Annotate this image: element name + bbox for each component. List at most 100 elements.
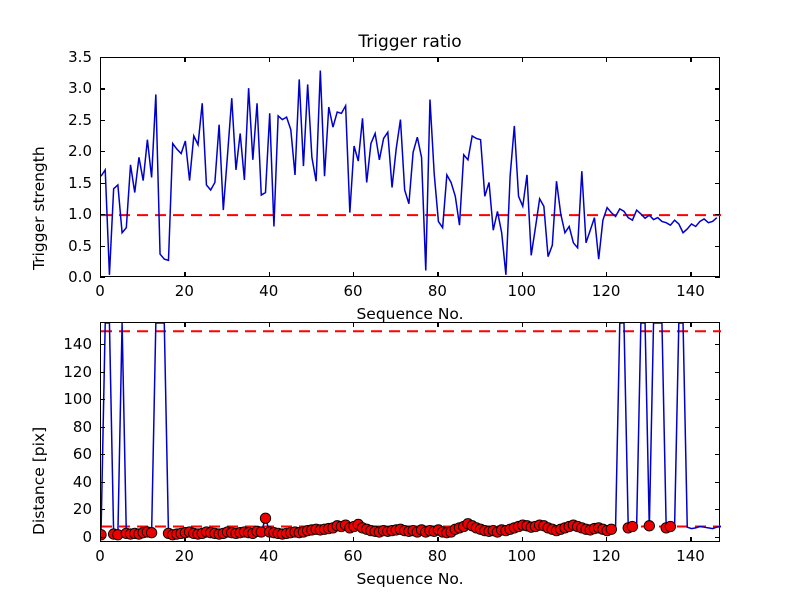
- y-tick-mark: [100, 88, 105, 90]
- y-tick-label: 3.0: [68, 79, 92, 98]
- y-tick-label: 2.0: [68, 142, 92, 161]
- y-tick-label: 60: [72, 445, 92, 463]
- y-tick-mark: [100, 344, 105, 346]
- y-tick-label: 3.5: [68, 48, 92, 66]
- x-tick-mark: [606, 537, 608, 542]
- y-tick-mark: [100, 481, 105, 483]
- y-tick-mark-right: [715, 88, 720, 90]
- y-tick-mark-right: [715, 214, 720, 216]
- x-tick-label: 40: [259, 547, 279, 565]
- y-tick-mark: [100, 182, 105, 184]
- x-tick-mark: [353, 272, 355, 277]
- x-tick-mark-top: [437, 322, 439, 327]
- x-tick-mark: [437, 537, 439, 542]
- y-tick-mark: [100, 277, 105, 279]
- x-tick-mark: [437, 272, 439, 277]
- x-tick-label: 20: [174, 282, 194, 300]
- y-tick-mark-right: [715, 119, 720, 122]
- y-tick-label: 80: [72, 417, 92, 436]
- data-series-line: [101, 323, 721, 536]
- x-tick-mark: [521, 272, 523, 277]
- y-tick-mark-right: [715, 509, 720, 511]
- x-tick-label: 40: [259, 282, 279, 300]
- data-point-marker: [626, 520, 639, 533]
- y-tick-mark: [100, 151, 105, 153]
- x-tick-mark: [184, 537, 186, 542]
- y-tick-label: 0: [82, 527, 92, 546]
- data-point-marker: [643, 520, 655, 532]
- y-tick-mark-right: [715, 151, 720, 153]
- y-tick-mark: [100, 214, 105, 216]
- x-tick-mark-top: [606, 322, 608, 327]
- x-tick-mark-top: [521, 57, 523, 62]
- x-tick-label: 80: [427, 282, 447, 300]
- y-tick-label: 40: [72, 472, 92, 491]
- x-tick-mark-top: [353, 322, 355, 327]
- y-tick-label: 2.5: [68, 110, 92, 129]
- y-tick-mark: [100, 399, 105, 401]
- y-tick-label: 1.0: [68, 205, 92, 224]
- y-tick-label: 1.5: [68, 173, 92, 192]
- y-tick-label: 100: [63, 390, 92, 408]
- x-tick-mark-top: [690, 57, 692, 62]
- trigger-ratio-y-axis-label: Trigger strength: [30, 146, 48, 270]
- y-tick-mark-right: [715, 426, 720, 428]
- trigger-ratio-line-area: [101, 70, 721, 275]
- x-tick-label: 80: [427, 547, 447, 565]
- y-tick-mark-right: [715, 399, 720, 401]
- y-tick-mark-right: [715, 277, 720, 279]
- y-tick-mark: [100, 57, 105, 59]
- x-tick-mark: [268, 272, 270, 277]
- data-point-marker: [145, 527, 158, 539]
- data-point-marker: [259, 512, 272, 524]
- x-tick-label: 140: [676, 282, 705, 300]
- trigger-ratio-plot: Trigger ratio: [100, 32, 721, 277]
- y-tick-mark: [100, 509, 105, 511]
- x-tick-label: 20: [174, 547, 194, 565]
- x-tick-label: 0: [95, 547, 105, 565]
- trigger-ratio-x-axis-label: Sequence No.: [356, 305, 464, 323]
- y-tick-label: 120: [63, 362, 92, 381]
- distance-y-axis-label: Distance [pix]: [30, 426, 48, 535]
- x-tick-mark: [100, 537, 102, 542]
- y-tick-mark-right: [715, 371, 720, 373]
- x-tick-mark-top: [690, 322, 692, 327]
- x-tick-mark: [100, 272, 102, 277]
- x-tick-mark: [690, 537, 692, 542]
- y-tick-mark: [100, 454, 105, 456]
- distance-plot: [100, 322, 721, 542]
- y-tick-mark-right: [715, 481, 720, 483]
- chart-title: Trigger ratio: [358, 32, 462, 52]
- x-tick-mark-top: [184, 57, 186, 62]
- x-tick-mark-top: [268, 57, 270, 62]
- data-point-marker: [605, 523, 617, 535]
- distance-x-axis-label: Sequence No.: [356, 570, 464, 588]
- x-tick-mark: [268, 537, 270, 542]
- data-point-marker: [101, 529, 107, 541]
- y-tick-mark-right: [715, 536, 720, 538]
- x-tick-mark: [184, 272, 186, 277]
- data-point-marker: [664, 520, 677, 533]
- y-tick-mark-right: [715, 182, 720, 184]
- y-tick-label: 20: [72, 500, 92, 518]
- x-tick-mark-top: [100, 57, 102, 62]
- x-tick-label: 100: [507, 282, 537, 300]
- x-tick-mark: [521, 537, 523, 542]
- y-tick-mark: [100, 371, 105, 373]
- x-tick-label: 120: [591, 282, 621, 300]
- y-tick-label: 0.5: [68, 236, 92, 255]
- distance-line-area: [101, 323, 721, 541]
- y-tick-label: 140: [63, 335, 92, 353]
- x-tick-mark-top: [437, 57, 439, 62]
- x-tick-mark-top: [268, 322, 270, 327]
- x-tick-mark-top: [100, 322, 102, 327]
- x-tick-label: 100: [507, 547, 537, 565]
- x-tick-label: 0: [95, 282, 105, 300]
- x-tick-mark: [353, 537, 355, 542]
- y-tick-mark: [100, 536, 105, 538]
- y-tick-mark-right: [715, 57, 720, 59]
- y-tick-mark: [100, 245, 105, 247]
- y-tick-mark-right: [715, 344, 720, 346]
- y-tick-mark: [100, 119, 105, 122]
